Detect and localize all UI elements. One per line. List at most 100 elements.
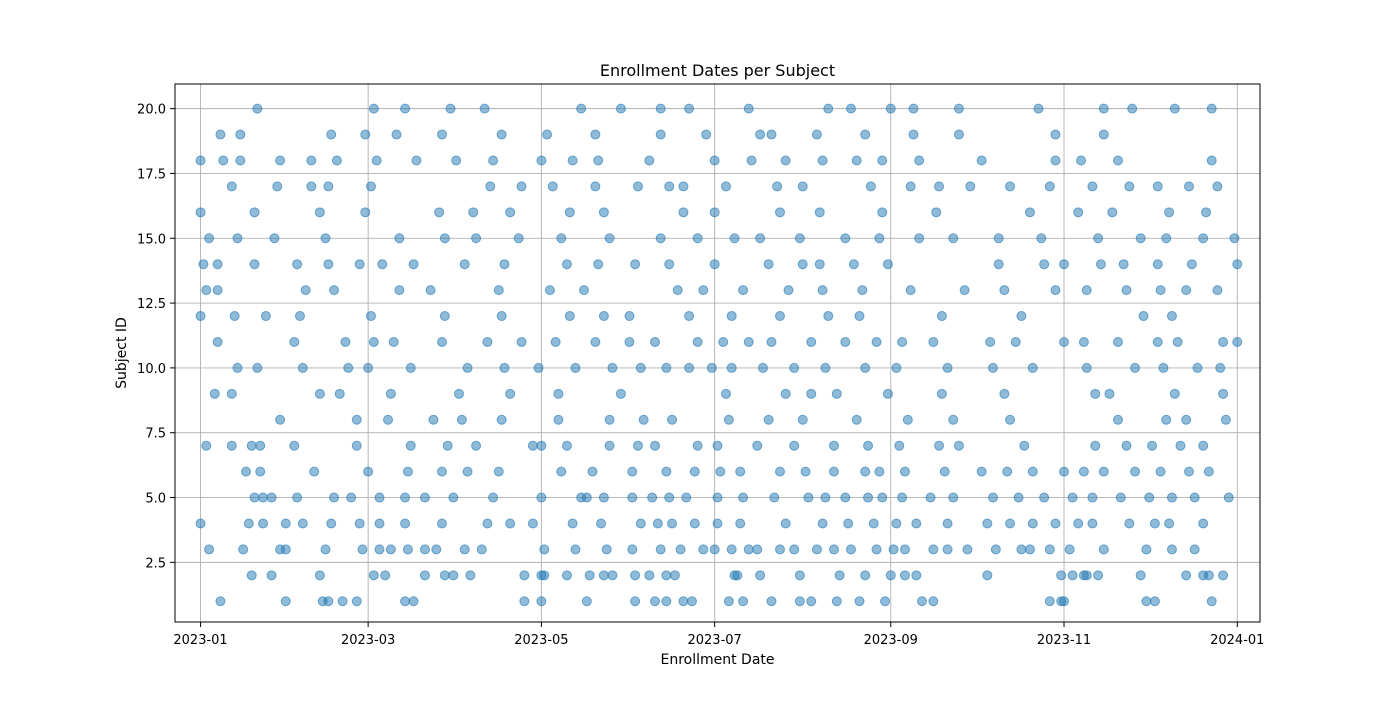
data-point <box>564 207 575 218</box>
data-point <box>323 259 334 270</box>
data-point <box>275 155 286 166</box>
data-point <box>394 285 405 296</box>
data-point <box>976 466 987 477</box>
data-point <box>195 207 206 218</box>
data-point <box>496 129 507 140</box>
data-point <box>215 129 226 140</box>
data-point <box>499 362 510 373</box>
data-point <box>678 596 689 607</box>
data-point <box>505 388 516 399</box>
data-point <box>709 207 720 218</box>
data-point <box>604 233 615 244</box>
data-point <box>1027 362 1038 373</box>
data-point <box>834 570 845 581</box>
data-point <box>723 414 734 425</box>
data-point <box>1215 362 1226 373</box>
data-point <box>752 440 763 451</box>
y-tick-label: 5.0 <box>145 492 166 507</box>
data-point <box>1186 259 1197 270</box>
data-point <box>419 570 430 581</box>
data-point <box>718 336 729 347</box>
data-point <box>755 233 766 244</box>
data-point <box>911 518 922 529</box>
data-point <box>391 129 402 140</box>
data-point <box>942 518 953 529</box>
data-point <box>419 544 430 555</box>
data-point <box>755 129 766 140</box>
data-point <box>241 466 252 477</box>
data-point <box>553 414 564 425</box>
data-point <box>800 466 811 477</box>
data-point <box>1087 181 1098 192</box>
data-point <box>925 492 936 503</box>
data-point <box>684 362 695 373</box>
data-point <box>1121 285 1132 296</box>
data-point <box>1212 285 1223 296</box>
data-point <box>1039 492 1050 503</box>
data-point <box>434 207 445 218</box>
data-point <box>928 544 939 555</box>
data-point <box>331 155 342 166</box>
data-point <box>212 285 223 296</box>
data-point <box>292 492 303 503</box>
data-point <box>294 311 305 322</box>
data-point <box>1005 518 1016 529</box>
data-point <box>669 570 680 581</box>
data-point <box>721 388 732 399</box>
data-point <box>709 155 720 166</box>
data-point <box>774 311 785 322</box>
data-point <box>891 518 902 529</box>
data-point <box>1059 336 1070 347</box>
data-point <box>561 259 572 270</box>
data-point <box>993 259 1004 270</box>
data-point <box>1064 544 1075 555</box>
data-point <box>542 129 553 140</box>
data-point <box>258 492 269 503</box>
data-point <box>828 466 839 477</box>
data-point <box>638 414 649 425</box>
data-point <box>1135 570 1146 581</box>
data-point <box>743 336 754 347</box>
data-point <box>789 544 800 555</box>
data-point <box>982 570 993 581</box>
data-point <box>246 440 257 451</box>
data-point <box>204 544 215 555</box>
data-point <box>601 544 612 555</box>
data-point <box>874 233 885 244</box>
y-axis-label: Subject ID <box>114 317 130 389</box>
data-point <box>891 362 902 373</box>
data-point <box>598 492 609 503</box>
data-point <box>1036 233 1047 244</box>
data-point <box>593 155 604 166</box>
data-point <box>1218 336 1229 347</box>
data-point <box>1059 259 1070 270</box>
data-point <box>439 233 450 244</box>
data-point <box>235 155 246 166</box>
data-point <box>706 362 717 373</box>
data-point <box>1218 570 1229 581</box>
data-point <box>936 311 947 322</box>
data-point <box>1183 466 1194 477</box>
data-point <box>1013 492 1024 503</box>
data-point <box>266 570 277 581</box>
data-point <box>678 207 689 218</box>
data-point <box>326 518 337 529</box>
data-point <box>1130 466 1141 477</box>
data-point <box>340 336 351 347</box>
data-point <box>564 311 575 322</box>
data-point <box>314 570 325 581</box>
data-point <box>587 466 598 477</box>
data-point <box>766 129 777 140</box>
data-point <box>309 466 320 477</box>
data-point <box>667 518 678 529</box>
data-point <box>479 103 490 114</box>
data-point <box>1149 596 1160 607</box>
data-point <box>1081 570 1092 581</box>
data-point <box>579 285 590 296</box>
data-point <box>729 233 740 244</box>
data-point <box>351 414 362 425</box>
data-point <box>1059 596 1070 607</box>
data-point <box>527 518 538 529</box>
data-point <box>1118 259 1129 270</box>
data-point <box>323 181 334 192</box>
